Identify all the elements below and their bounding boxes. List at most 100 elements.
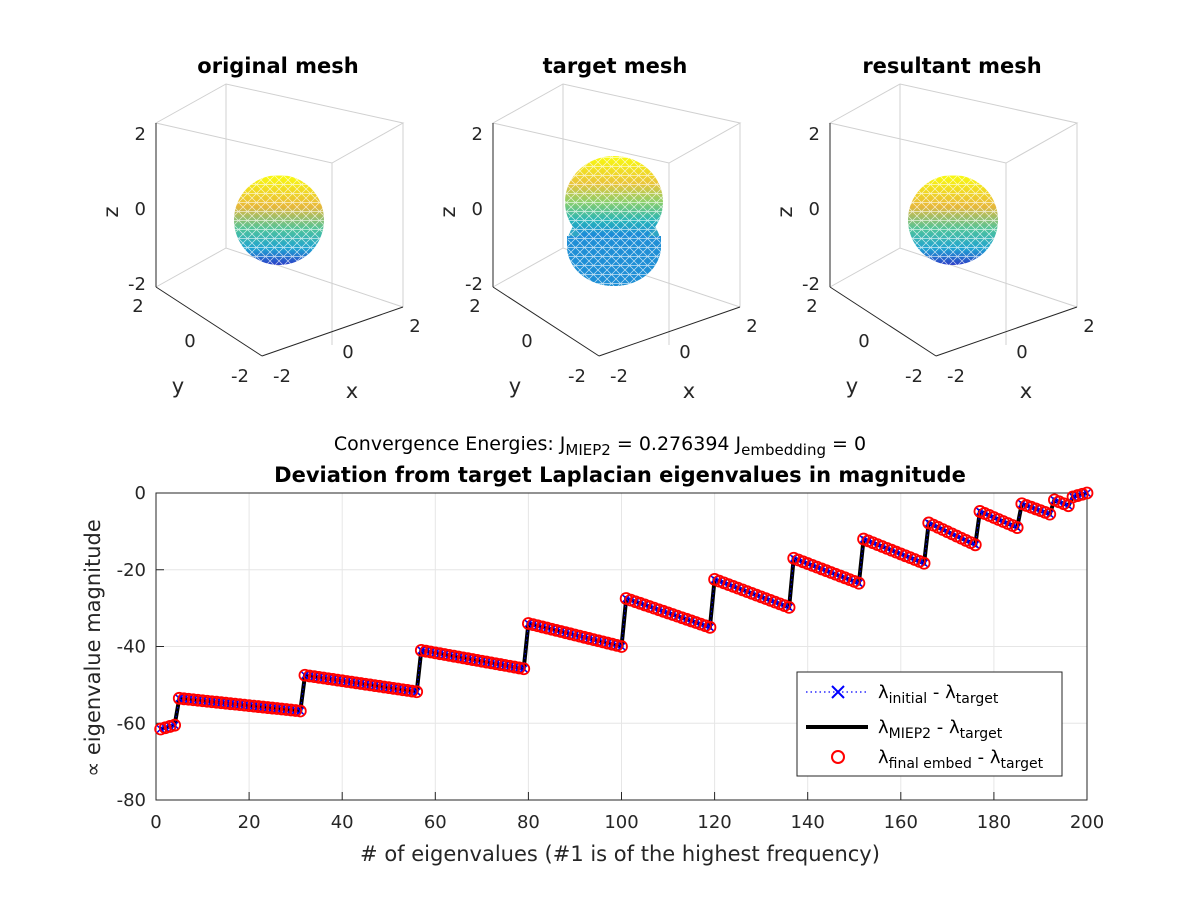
series-final-point (177, 692, 191, 706)
circle-marker-icon (831, 750, 845, 764)
y-tick: -2 (568, 366, 586, 387)
sphere-surface (234, 175, 324, 265)
z-tick: 0 (809, 199, 820, 220)
series-final-point (368, 679, 382, 692)
x-axis-label: x (683, 379, 695, 403)
series-final-point (414, 643, 428, 657)
mesh-panel-target: target mesh 2 0 -2 z 2 0 (436, 54, 758, 403)
mesh-panel-resultant: resultant mesh 2 0 -2 z 2 0 -2 y -2 0 2 … (773, 54, 1095, 403)
y-tick: 0 (184, 331, 195, 352)
series-final-point (317, 671, 330, 685)
series-final-point (428, 646, 442, 660)
x-tick-label: 180 (977, 812, 1011, 833)
series-final-point (475, 654, 489, 668)
y-tick-label: -80 (117, 790, 146, 811)
series-final-point (205, 695, 219, 709)
chart-title: Deviation from target Laplacian eigenval… (274, 463, 966, 487)
series-final-point (447, 649, 461, 663)
series-final-point (400, 684, 414, 697)
y-tick: -2 (905, 366, 923, 387)
series-final-point (461, 652, 475, 666)
y-tick-label: 0 (135, 483, 146, 504)
series-final-point (252, 700, 265, 713)
legend-label: λinitial - λtarget (878, 682, 999, 707)
series-final-point (186, 693, 200, 707)
series-final-point (331, 673, 344, 687)
y-tick-label: -40 (117, 637, 146, 658)
series-final-point (275, 702, 289, 716)
z-axis-label: z (773, 206, 797, 217)
y-axis-label: y (172, 374, 184, 398)
x-tick: 0 (679, 342, 690, 363)
mesh-title: target mesh (543, 54, 688, 78)
series-final-point (391, 682, 405, 696)
series-final-point (224, 697, 237, 711)
x-tick: 0 (342, 342, 353, 363)
series-final-point (168, 718, 182, 732)
series-final-point (396, 683, 410, 697)
series-final-point (214, 696, 228, 710)
data-layer (154, 486, 1094, 736)
series-final-point (498, 659, 512, 672)
y-tick: -2 (231, 366, 249, 387)
series-final-point (321, 672, 335, 686)
series-final-point (326, 673, 340, 686)
series-final-point (182, 692, 195, 706)
x-tick-label: 120 (697, 812, 731, 833)
series-final-point (452, 650, 465, 664)
x-tick-label: 40 (331, 812, 354, 833)
y-axis-label: ∝ eigenvalue magnitude (81, 519, 105, 777)
x-axis-label: # of eigenvalues (#1 is of the highest f… (360, 842, 880, 866)
series-final-point (265, 701, 279, 715)
z-tick: 2 (472, 124, 483, 145)
mesh-title: original mesh (197, 54, 358, 78)
series-final-point (349, 676, 363, 690)
series-final-point (438, 648, 452, 661)
series-final-point (219, 696, 233, 710)
x-axis-label: x (346, 379, 358, 403)
series-final-point (1080, 486, 1094, 500)
double-sphere-surface (565, 156, 663, 286)
series-final-point (1043, 507, 1057, 521)
series-final-point (270, 702, 284, 715)
series-final-point (210, 695, 223, 709)
x-tick-label: 0 (150, 812, 161, 833)
series-final-point (419, 644, 433, 658)
z-axis-label: z (436, 206, 460, 217)
series-final-point (247, 699, 261, 713)
series-final-point (196, 694, 209, 708)
series-final-point (387, 681, 400, 695)
series-final-point (382, 681, 396, 695)
series-final-point (363, 678, 377, 692)
x-tick-label: 100 (604, 812, 638, 833)
legend: λinitial - λtarget λMIEP2 - λtarget λfin… (796, 671, 1063, 777)
x-tick-label: 140 (791, 812, 825, 833)
x-tick: 2 (1083, 316, 1094, 337)
legend-label: λMIEP2 - λtarget (878, 717, 1003, 742)
series-final-point (293, 704, 307, 718)
series-final-point (238, 698, 251, 712)
z-tick: 2 (809, 124, 820, 145)
legend-entry-final: λfinal embed - λtarget (831, 747, 1044, 772)
y-tick: 2 (806, 296, 817, 317)
z-axis-label: z (99, 206, 123, 217)
x-tick: -2 (947, 366, 965, 387)
z-tick: -2 (802, 274, 820, 295)
series-final-point (470, 653, 484, 667)
series-final-point (359, 677, 372, 691)
series-final-point (917, 556, 931, 570)
x-tick-label: 60 (424, 812, 447, 833)
series-final-point (373, 679, 386, 693)
axes-box-3d (828, 83, 1079, 357)
series-final-point (968, 538, 982, 552)
legend-label: λfinal embed - λtarget (878, 747, 1044, 772)
series-final-point (377, 680, 391, 694)
axes-box-3d (491, 83, 742, 357)
z-tick: 2 (135, 124, 146, 145)
series-final-point (172, 691, 186, 705)
series-final-point (335, 674, 349, 688)
x-marker-icon (831, 685, 845, 699)
y-tick: 0 (521, 331, 532, 352)
legend-entry-miep2: λMIEP2 - λtarget (806, 717, 1003, 742)
